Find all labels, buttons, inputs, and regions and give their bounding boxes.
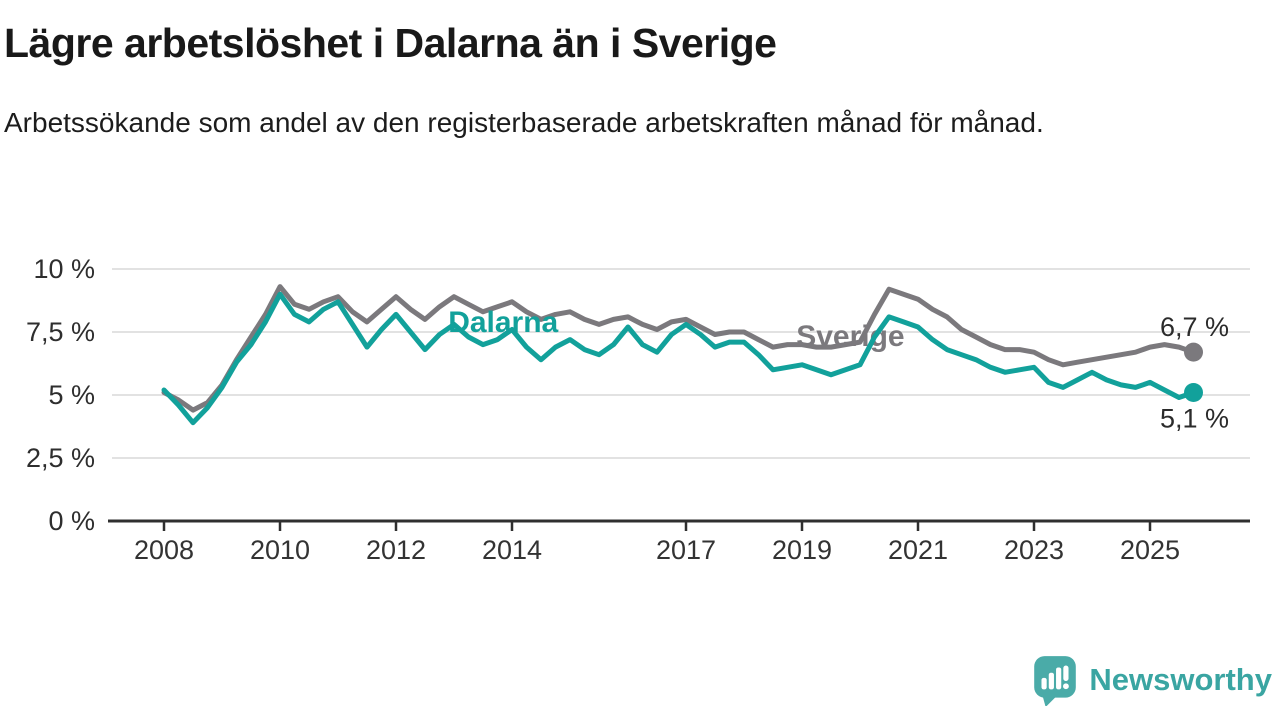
dalarna-series-label: Dalarna bbox=[448, 306, 558, 339]
y-axis-tick-label: 7,5 % bbox=[26, 317, 95, 347]
x-axis-tick-label: 2021 bbox=[888, 535, 948, 565]
chart-area: 10 % 7,5 % 5 % 2,5 % 0 % 2008 2010 2012 2014 2017… bbox=[0, 240, 1280, 580]
x-axis-tick-label: 2008 bbox=[134, 535, 194, 565]
x-axis-tick-label: 2019 bbox=[772, 535, 832, 565]
sverige-series-label: Sverige bbox=[796, 320, 904, 353]
x-axis-tick-label: 2014 bbox=[482, 535, 542, 565]
dalarna-end-dot bbox=[1184, 382, 1203, 402]
y-axis-tick-label: 10 % bbox=[33, 254, 95, 284]
x-axis-tick-label: 2023 bbox=[1004, 535, 1064, 565]
y-axis-tick-label: 5 % bbox=[48, 380, 95, 410]
sverige-line bbox=[161, 284, 1196, 413]
y-axis-tick-label: 0 % bbox=[48, 506, 95, 536]
speech-bubble-bar-chart-icon bbox=[1034, 656, 1077, 706]
header: Lägre arbetslöshet i Dalarna än i Sverig… bbox=[0, 0, 1280, 144]
x-axis-tick-label: 2012 bbox=[366, 535, 426, 565]
dalarna-end-value-label: 5,1 % bbox=[1160, 403, 1229, 433]
sverige-end-dot bbox=[1184, 342, 1203, 362]
chart-title: Lägre arbetslöshet i Dalarna än i Sverig… bbox=[4, 20, 777, 66]
x-axis-tick-label: 2017 bbox=[656, 535, 716, 565]
y-axis-tick-label: 2,5 % bbox=[26, 443, 95, 473]
sverige-end-value-label: 6,7 % bbox=[1160, 312, 1229, 342]
x-axis-tick-label: 2010 bbox=[250, 535, 310, 565]
dalarna-line bbox=[161, 291, 1196, 426]
newsworthy-logo: Newsworthy bbox=[1032, 654, 1272, 706]
unemployment-line-chart: 10 % 7,5 % 5 % 2,5 % 0 % 2008 2010 2012 2014 2017… bbox=[26, 254, 1250, 565]
chart-subtitle: Arbetssökande som andel av den registerb… bbox=[4, 107, 1044, 138]
newsworthy-wordmark: Newsworthy bbox=[1089, 662, 1272, 697]
x-axis-tick-label: 2025 bbox=[1120, 535, 1180, 565]
